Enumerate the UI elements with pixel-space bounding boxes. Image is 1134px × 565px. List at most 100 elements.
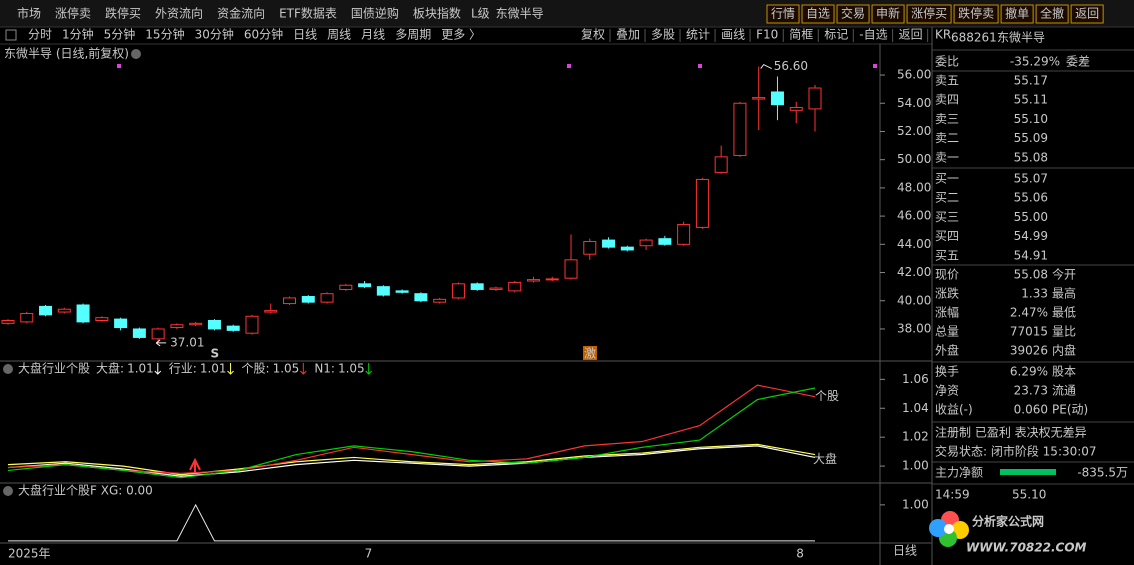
candle-body — [20, 312, 34, 323]
menu-button[interactable]: 撤单 — [1005, 6, 1029, 21]
button-frame[interactable] — [766, 4, 800, 24]
button-frame[interactable] — [836, 4, 870, 24]
button-frame[interactable] — [1035, 4, 1069, 24]
period-tab[interactable]: 多周期 — [395, 28, 431, 42]
period-tab[interactable]: 周线 — [327, 28, 351, 42]
menu-item[interactable]: 跌停买 — [105, 6, 141, 21]
legend-value: 1.01 — [200, 362, 227, 376]
x-label: 2025年 — [8, 547, 51, 561]
candle-body — [770, 91, 784, 106]
row-label: 涨跌 — [935, 286, 959, 301]
period-tab[interactable]: 60分钟 — [244, 27, 283, 42]
candle-body — [733, 102, 747, 156]
menu-item[interactable]: 板块指数 — [413, 6, 461, 21]
row-label: 总量 — [935, 325, 959, 339]
legend-arrow — [154, 363, 162, 375]
menu-button[interactable]: 申新 — [876, 6, 900, 21]
period-tab[interactable]: 月线 — [361, 28, 385, 42]
high-label: 56.60 — [774, 59, 808, 73]
candle-body — [545, 278, 559, 281]
menu-item[interactable]: ETF数据表 — [279, 6, 337, 21]
button-frame[interactable] — [1000, 4, 1034, 24]
period-tab[interactable]: 5分钟 — [104, 27, 136, 42]
menu-button[interactable]: 返回 — [1075, 7, 1099, 21]
button-frame[interactable] — [801, 4, 835, 24]
menu-item[interactable]: 涨停卖 — [55, 6, 91, 21]
button-frame[interactable] — [953, 4, 999, 24]
row-label: 涨幅 — [935, 305, 959, 320]
period-tab[interactable]: 日线 — [293, 28, 317, 42]
x-label: 7 — [365, 547, 373, 561]
candle-body — [658, 238, 672, 245]
legend-name: 行业: — [169, 362, 197, 376]
period-tab[interactable]: 15分钟 — [145, 27, 184, 42]
tool-button[interactable]: 简框 — [789, 28, 813, 42]
tool-button[interactable]: 多股 — [651, 28, 675, 42]
logo-icon — [929, 511, 969, 547]
tool-button[interactable]: 统计 — [686, 28, 710, 42]
tool-button[interactable]: F10 — [756, 28, 778, 42]
tool-button[interactable]: 画线 — [721, 28, 745, 42]
menu-item[interactable]: 市场 — [17, 6, 41, 21]
menu-button[interactable]: 跌停卖 — [958, 6, 994, 21]
y-tick-label: 48.00 — [897, 180, 931, 194]
stock-name: 东微半导 — [997, 31, 1045, 45]
menu-button[interactable]: 行情 — [771, 7, 795, 21]
candle-body — [358, 283, 372, 288]
menu-button[interactable]: 自选 — [806, 7, 830, 21]
candle-body — [170, 324, 184, 329]
period-tab[interactable]: 30分钟 — [195, 27, 234, 42]
period-tab[interactable]: 1分钟 — [62, 27, 94, 42]
candle-body — [526, 279, 540, 282]
tool-button[interactable]: 返回 — [899, 28, 923, 42]
tool-button[interactable]: 标记 — [824, 28, 848, 42]
candle-body — [320, 293, 334, 303]
button-frame[interactable] — [1070, 4, 1104, 24]
candle-body — [808, 87, 822, 110]
candle-body — [245, 315, 259, 334]
candle-body — [376, 286, 390, 296]
indicator-line — [7, 384, 816, 474]
menu-button[interactable]: 交易 — [841, 6, 865, 21]
menu-button[interactable]: 全撤 — [1040, 6, 1064, 21]
tool-button[interactable]: 复权 — [581, 28, 605, 42]
row-label: 外盘 — [935, 343, 959, 358]
menu-button[interactable]: 涨停买 — [911, 6, 947, 21]
row-value: 6.29% — [1010, 365, 1048, 379]
menu-item[interactable]: 国债逆购 — [351, 6, 399, 21]
period-tab[interactable]: 分时 — [28, 28, 52, 42]
dropdown-icon — [3, 486, 13, 496]
candle-body — [339, 284, 353, 290]
menu-item[interactable]: 外资流向 — [155, 6, 203, 21]
stock-tag: L级 — [471, 7, 490, 21]
y-tick-label: 42.00 — [897, 265, 931, 279]
tool-button[interactable]: -自选 — [859, 28, 887, 42]
row-label: 卖一 — [935, 150, 959, 164]
row-label: 卖五 — [935, 74, 959, 88]
tool-button[interactable]: 叠加 — [616, 28, 640, 42]
row-label: 股本 — [1052, 365, 1076, 379]
row-value: 55.07 — [1014, 172, 1048, 186]
dropdown-icon — [3, 364, 13, 374]
menu-item[interactable]: 资金流向 — [217, 6, 265, 21]
candle-body — [301, 296, 315, 303]
candle-body — [470, 283, 484, 290]
button-frame[interactable] — [906, 4, 952, 24]
legend-name: 个股: — [242, 362, 270, 376]
row-label: 买二 — [935, 191, 959, 205]
y-tick-label: 1.00 — [902, 459, 929, 473]
row-label: 买一 — [935, 172, 959, 186]
row-value: 55.06 — [1014, 191, 1048, 205]
line-label: 大盘 — [813, 451, 837, 466]
indicator-line — [7, 443, 816, 476]
button-frame[interactable] — [871, 4, 905, 24]
candle-body — [752, 97, 766, 100]
period-tab[interactable]: 更多 〉 — [441, 28, 481, 42]
y-tick-label: 44.00 — [897, 237, 931, 251]
candle-body — [132, 328, 146, 338]
y-tick-label: 46.00 — [897, 209, 931, 223]
legend-arrow — [299, 363, 307, 375]
candle-body — [433, 298, 447, 303]
flow-bar — [1000, 469, 1056, 475]
